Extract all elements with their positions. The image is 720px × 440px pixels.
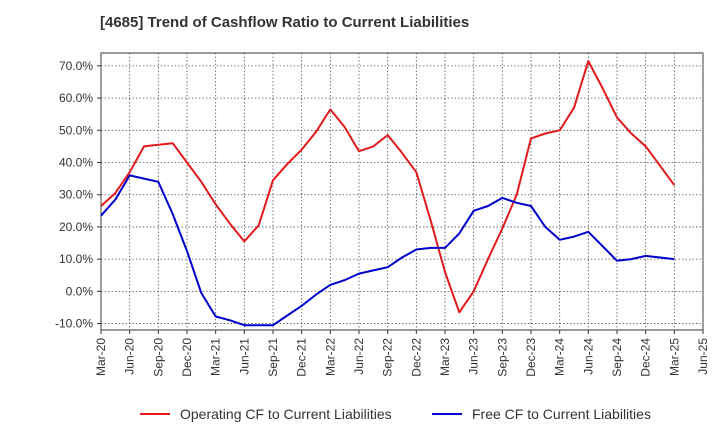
x-tick-label: Mar-20 (94, 338, 108, 376)
x-tick-label: Dec-22 (409, 338, 423, 377)
y-tick-label: 20.0% (59, 220, 93, 234)
legend-label: Operating CF to Current Liabilities (180, 406, 392, 422)
grid-lines (100, 53, 704, 330)
y-axis: 70.0% 60.0% 50.0% 40.0% 30.0% 20.0% 10.0% 0.0% -… (55, 59, 101, 331)
legend: Operating CF to Current Liabilities Free … (140, 406, 651, 422)
x-tick-label: Jun-21 (237, 338, 251, 375)
x-tick-label: Sep-21 (266, 338, 280, 377)
x-tick-label: Dec-20 (180, 338, 194, 377)
legend-label: Free CF to Current Liabilities (472, 406, 651, 422)
x-tick-label: Jun-25 (696, 338, 710, 375)
y-tick-label: 0.0% (66, 284, 94, 298)
y-tick-label: 50.0% (59, 123, 93, 137)
series-line-operating-cf (100, 60, 676, 314)
x-tick-label: Mar-22 (323, 338, 337, 376)
y-tick-label: 40.0% (59, 156, 93, 170)
y-tick-label: 70.0% (59, 59, 93, 73)
series-lines (100, 60, 676, 327)
x-tick-label: Sep-22 (381, 338, 395, 377)
x-tick-label: Sep-23 (495, 338, 509, 377)
y-tick-label: -10.0% (55, 317, 93, 331)
series-line-free-cf (100, 174, 675, 327)
chart-title: [4685] Trend of Cashflow Ratio to Curren… (100, 14, 470, 31)
x-tick-label: Mar-23 (438, 338, 452, 376)
x-tick-label: Dec-21 (295, 338, 309, 377)
x-tick-label: Jun-24 (581, 338, 595, 375)
y-tick-label: 10.0% (59, 252, 93, 266)
x-tick-label: Mar-25 (667, 338, 681, 376)
x-tick-label: Jun-23 (467, 338, 481, 375)
x-tick-label: Jun-22 (352, 338, 366, 375)
plot-area (100, 52, 704, 331)
x-axis: Mar-20 Jun-20 Sep-20 Dec-20 Mar-21 Jun-21 Sep-… (94, 330, 710, 377)
y-tick-label: 60.0% (59, 91, 93, 105)
x-tick-label: Sep-24 (610, 338, 624, 377)
x-tick-label: Dec-24 (639, 338, 653, 377)
x-tick-label: Mar-24 (553, 338, 567, 376)
x-tick-label: Jun-20 (123, 338, 137, 375)
x-tick-label: Sep-20 (151, 338, 165, 377)
x-tick-label: Mar-21 (209, 338, 223, 376)
plot-frame (100, 52, 704, 331)
y-tick-label: 30.0% (59, 188, 93, 202)
x-tick-label: Dec-23 (524, 338, 538, 377)
